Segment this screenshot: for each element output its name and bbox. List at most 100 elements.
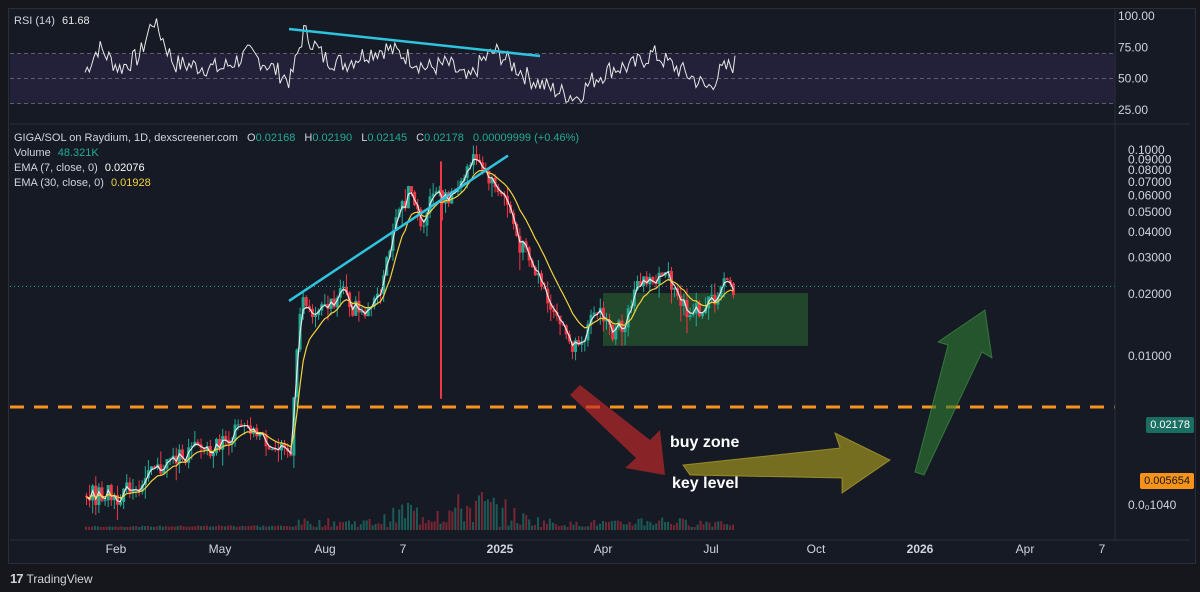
- candle-body: [125, 482, 129, 489]
- volume-bar: [534, 524, 537, 530]
- volume-bar: [457, 494, 460, 530]
- volume-bar: [339, 522, 342, 530]
- time-tick-label: Jul: [703, 542, 718, 556]
- volume-bar: [185, 526, 188, 530]
- volume-bar: [138, 526, 141, 530]
- candle-body: [211, 452, 215, 457]
- volume-bar: [271, 525, 274, 530]
- volume-bar: [350, 524, 353, 530]
- volume-bar: [99, 526, 102, 530]
- candle-body: [589, 314, 593, 324]
- volume-bar: [120, 526, 123, 530]
- candle-body: [190, 445, 194, 448]
- candle-body: [645, 276, 649, 285]
- volume-bar: [436, 511, 439, 530]
- volume-bar: [448, 510, 451, 530]
- low-value: 0.02145: [367, 132, 408, 144]
- volume-bar: [540, 526, 542, 530]
- key-level-label: key level: [672, 475, 739, 492]
- volume-bar: [427, 519, 430, 530]
- time-tick-label: May: [209, 542, 232, 556]
- volume-bar: [504, 499, 507, 530]
- volume-bar: [321, 526, 324, 530]
- volume-bar: [495, 504, 498, 530]
- volume-bar: [723, 524, 726, 530]
- candle-body: [280, 443, 283, 451]
- candle-body: [400, 201, 404, 210]
- volume-bar: [342, 522, 345, 530]
- candle-body: [122, 488, 126, 502]
- volume-bar: [655, 523, 658, 530]
- rsi-line: [84, 18, 736, 104]
- volume-bar: [235, 526, 238, 530]
- volume-bar: [288, 526, 291, 530]
- volume-bar: [232, 526, 235, 530]
- volume-bar: [377, 523, 380, 530]
- candle-body: [301, 297, 305, 314]
- candle-body: [620, 320, 624, 333]
- volume-bar: [516, 523, 519, 530]
- volume-bar: [158, 525, 161, 530]
- volume-bar: [605, 521, 607, 530]
- candle-body: [431, 193, 435, 197]
- rsi-value: 61.68: [62, 15, 90, 27]
- volume-bar: [548, 518, 551, 530]
- candle-body: [332, 298, 336, 308]
- candle-body: [314, 315, 318, 318]
- volume-bar: [371, 525, 374, 530]
- volume-bar: [368, 518, 371, 530]
- rsi-tick-label: 25.00: [1118, 103, 1148, 117]
- volume-bar: [327, 518, 330, 530]
- time-axis: Feb May Aug 7 2025 Apr Jul Oct 2026 Apr 7: [10, 539, 1190, 556]
- candle-body: [688, 315, 692, 318]
- volume-bar: [173, 526, 176, 530]
- volume-bar: [678, 518, 681, 530]
- time-tick-label: Oct: [807, 542, 826, 556]
- volume-bar: [670, 524, 672, 530]
- candle-body: [574, 340, 578, 352]
- volume-value: 48.321K: [57, 147, 99, 159]
- volume-bar: [658, 520, 661, 530]
- candle-body: [375, 293, 379, 298]
- volume-bar: [681, 518, 684, 530]
- candle-body: [109, 485, 113, 501]
- candle-body: [710, 294, 714, 297]
- volume-bar: [477, 495, 480, 530]
- volume-bar: [702, 524, 705, 530]
- volume-bar: [661, 517, 664, 530]
- volume-bar: [489, 502, 492, 530]
- candle-body: [713, 294, 717, 305]
- volume-bar: [176, 526, 179, 530]
- volume-bar: [333, 521, 336, 530]
- volume-bar: [649, 522, 652, 530]
- candle-body: [224, 436, 228, 440]
- volume-bar: [191, 526, 194, 530]
- brand-name: TradingView: [26, 571, 93, 586]
- tradingview-logo[interactable]: 17 TradingView: [10, 571, 93, 586]
- volume-bar: [545, 523, 548, 530]
- change-value: 0.00009999 (+0.46%): [472, 132, 580, 144]
- candle-body: [518, 235, 522, 253]
- price-tick-label: 0.08000: [1128, 163, 1172, 177]
- candle-body: [682, 299, 686, 306]
- volume-bar: [262, 525, 265, 530]
- candle-body: [267, 446, 271, 450]
- candle-body: [549, 303, 553, 310]
- ema7-line: [86, 158, 734, 503]
- volume-label: Volume: [14, 147, 51, 159]
- volume-bar: [386, 526, 389, 530]
- candle-body: [345, 286, 348, 293]
- candle-body: [406, 186, 410, 209]
- volume-bar: [150, 526, 152, 530]
- rsi-tick-label: 75.00: [1118, 40, 1148, 54]
- volume-bar: [510, 520, 513, 530]
- candle-body: [660, 272, 664, 276]
- volume-bar: [206, 525, 209, 530]
- candle-body: [341, 286, 345, 289]
- ema7-label: EMA (7, close, 0): [14, 162, 98, 174]
- candle-body: [106, 485, 110, 501]
- volume-bar: [247, 525, 250, 530]
- candle-body: [422, 225, 426, 227]
- candle-body: [592, 312, 596, 315]
